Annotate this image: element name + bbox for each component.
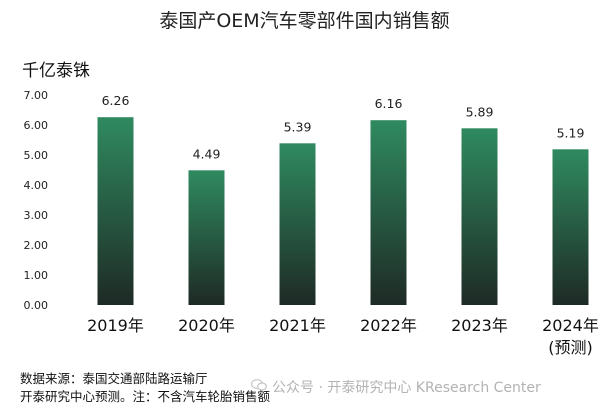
bar bbox=[461, 128, 498, 305]
value-label: 5.89 bbox=[466, 104, 494, 119]
y-tick-label: 6.00 bbox=[24, 119, 49, 132]
value-label: 4.49 bbox=[193, 146, 221, 161]
category-label: 2022年 bbox=[360, 316, 417, 335]
category-label: 2020年 bbox=[178, 316, 235, 335]
y-axis-ticks: 0.00 1.00 2.00 3.00 4.00 5.00 6.00 7.00 bbox=[24, 89, 49, 312]
y-tick-label: 5.00 bbox=[24, 149, 49, 162]
y-tick-label: 3.00 bbox=[24, 209, 49, 222]
watermark-text: 公众号 · 开泰研究中心 KResearch Center bbox=[272, 380, 541, 396]
y-tick-label: 7.00 bbox=[24, 89, 49, 102]
wechat-icon bbox=[251, 379, 267, 391]
category-label: 2019年 bbox=[87, 316, 144, 335]
value-label: 6.26 bbox=[102, 93, 130, 108]
value-label: 5.39 bbox=[284, 119, 312, 134]
y-unit-label: 千亿泰铢 bbox=[22, 61, 90, 81]
category-sublabel: (预测) bbox=[548, 338, 593, 357]
bars bbox=[97, 117, 589, 305]
y-tick-label: 4.00 bbox=[24, 179, 49, 192]
y-tick-label: 1.00 bbox=[24, 269, 49, 282]
source-note: 数据来源：泰国交通部陆路运输厅 bbox=[20, 371, 208, 386]
y-tick-label: 2.00 bbox=[24, 239, 49, 252]
footnote: 开泰研究中心预测。注：不含汽车轮胎销售额 bbox=[20, 389, 271, 404]
value-label: 5.19 bbox=[557, 125, 585, 140]
category-label: 2023年 bbox=[451, 316, 508, 335]
category-label: 2021年 bbox=[269, 316, 326, 335]
bar bbox=[97, 117, 134, 305]
x-axis-labels: 2019年 2020年 2021年 2022年 2023年 2024年 (预测) bbox=[87, 316, 599, 357]
chart-title: 泰国产OEM汽车零部件国内销售额 bbox=[159, 10, 450, 32]
value-labels: 6.26 4.49 5.39 6.16 5.89 5.19 bbox=[102, 93, 585, 161]
y-tick-label: 0.00 bbox=[24, 299, 49, 312]
bar bbox=[188, 170, 225, 305]
value-label: 6.16 bbox=[375, 96, 403, 111]
category-label: 2024年 bbox=[542, 316, 599, 335]
bar bbox=[370, 120, 407, 305]
bar bbox=[279, 143, 316, 305]
bar bbox=[552, 149, 589, 305]
